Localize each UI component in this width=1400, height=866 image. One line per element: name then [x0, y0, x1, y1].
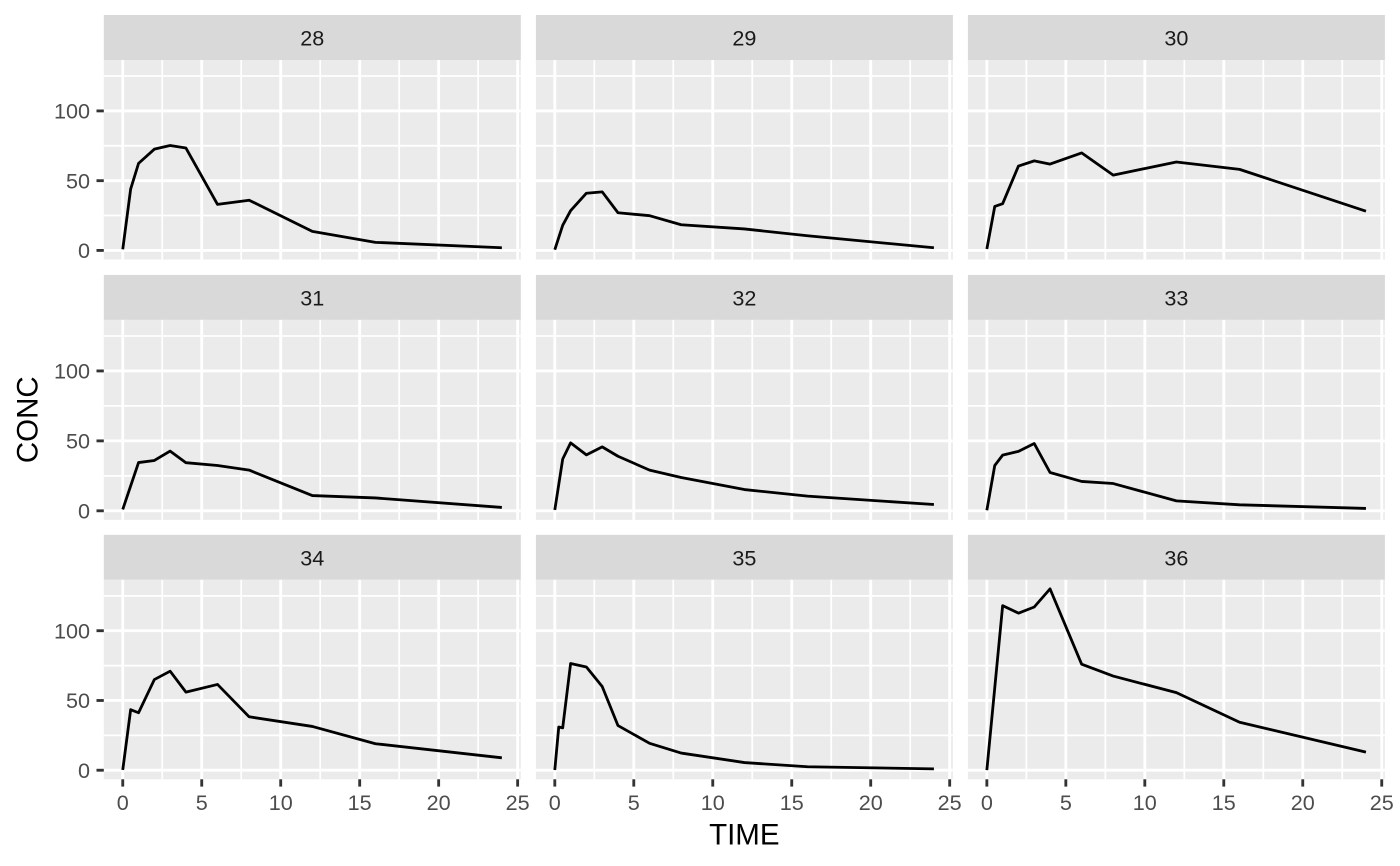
svg-text:32: 32 — [732, 286, 756, 311]
svg-text:0: 0 — [78, 758, 90, 783]
svg-text:10: 10 — [701, 790, 725, 815]
svg-text:25: 25 — [938, 790, 962, 815]
svg-text:5: 5 — [628, 790, 640, 815]
svg-text:100: 100 — [54, 618, 90, 643]
svg-text:20: 20 — [427, 790, 451, 815]
svg-text:34: 34 — [300, 545, 324, 570]
svg-text:29: 29 — [732, 26, 756, 51]
svg-text:15: 15 — [1212, 790, 1236, 815]
svg-text:0: 0 — [549, 790, 561, 815]
svg-text:CONC: CONC — [12, 376, 45, 463]
svg-text:10: 10 — [269, 790, 293, 815]
svg-text:0: 0 — [117, 790, 129, 815]
svg-text:30: 30 — [1164, 26, 1188, 51]
svg-text:28: 28 — [300, 26, 324, 51]
svg-text:15: 15 — [348, 790, 372, 815]
svg-text:TIME: TIME — [709, 819, 779, 852]
svg-text:25: 25 — [1370, 790, 1394, 815]
svg-text:50: 50 — [66, 168, 90, 193]
svg-text:5: 5 — [196, 790, 208, 815]
svg-text:100: 100 — [54, 359, 90, 384]
svg-text:50: 50 — [66, 688, 90, 713]
svg-text:15: 15 — [780, 790, 804, 815]
svg-text:20: 20 — [859, 790, 883, 815]
svg-text:35: 35 — [732, 545, 756, 570]
svg-text:31: 31 — [300, 286, 324, 311]
svg-text:10: 10 — [1133, 790, 1157, 815]
svg-text:0: 0 — [78, 499, 90, 524]
svg-text:33: 33 — [1164, 286, 1188, 311]
svg-text:0: 0 — [78, 238, 90, 263]
svg-text:36: 36 — [1164, 545, 1188, 570]
svg-text:25: 25 — [506, 790, 530, 815]
svg-text:0: 0 — [981, 790, 993, 815]
svg-text:5: 5 — [1060, 790, 1072, 815]
svg-text:50: 50 — [66, 429, 90, 454]
svg-text:20: 20 — [1291, 790, 1315, 815]
svg-text:100: 100 — [54, 99, 90, 124]
